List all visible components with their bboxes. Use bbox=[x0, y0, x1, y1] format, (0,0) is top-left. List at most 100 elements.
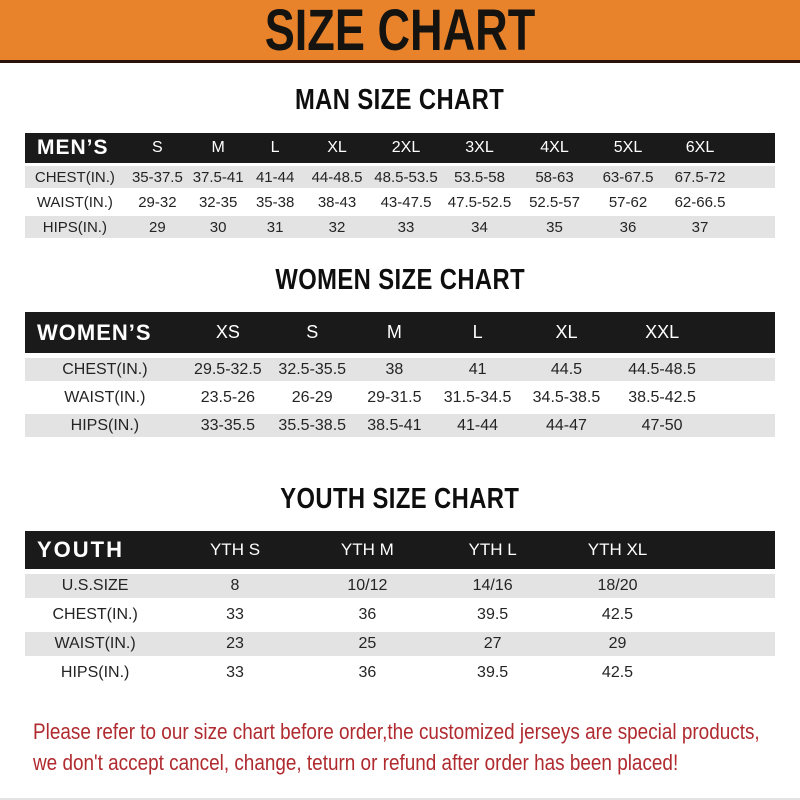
men-col-header: M bbox=[190, 133, 247, 163]
women-col-header: S bbox=[270, 312, 354, 353]
size-cell: 42.5 bbox=[555, 603, 680, 627]
women-heading-text: WOMEN SIZE CHART bbox=[275, 264, 525, 296]
men-col-header: 5XL bbox=[592, 133, 664, 163]
size-cell: 41-44 bbox=[246, 166, 304, 188]
size-cell: 34 bbox=[442, 216, 517, 238]
size-cell: 32-35 bbox=[190, 191, 247, 213]
size-cell: 33-35.5 bbox=[184, 414, 271, 437]
row-label: WAIST(IN.) bbox=[25, 632, 166, 656]
size-cell: 35-37.5 bbox=[124, 166, 190, 188]
youth-header-label: YOUTH bbox=[25, 531, 166, 569]
row-label: U.S.SIZE bbox=[25, 574, 166, 598]
women-header-label: WOMEN’S bbox=[25, 312, 185, 353]
men-col-header: L bbox=[246, 133, 304, 163]
size-cell: 33 bbox=[370, 216, 442, 238]
size-cell: 43-47.5 bbox=[370, 191, 442, 213]
men-hips-row: HIPS(IN.) 29 30 31 32 33 34 35 36 37 bbox=[25, 216, 775, 238]
size-cell: 36 bbox=[304, 661, 430, 685]
size-cell: 29 bbox=[124, 216, 190, 238]
footer-line-1: Please refer to our size chart before or… bbox=[33, 719, 760, 744]
size-cell: 53.5-58 bbox=[442, 166, 517, 188]
youth-col-header: YTH XL bbox=[555, 531, 680, 569]
size-cell: 47.5-52.5 bbox=[442, 191, 517, 213]
row-label: CHEST(IN.) bbox=[25, 603, 166, 627]
women-size-table: WOMEN’S XS S M L XL XXL CHEST(IN.) 29.5-… bbox=[25, 307, 775, 442]
men-col-header: 3XL bbox=[442, 133, 517, 163]
men-waist-row: WAIST(IN.) 29-32 32-35 35-38 38-43 43-47… bbox=[25, 191, 775, 213]
youth-col-header: YTH L bbox=[430, 531, 556, 569]
size-cell: 52.5-57 bbox=[517, 191, 592, 213]
size-cell: 62-66.5 bbox=[664, 191, 736, 213]
size-cell: 38.5-42.5 bbox=[612, 386, 712, 409]
size-cell: 25 bbox=[304, 632, 430, 656]
women-hips-row: HIPS(IN.) 33-35.5 35.5-38.5 38.5-41 41-4… bbox=[25, 414, 775, 437]
size-cell: 35-38 bbox=[246, 191, 304, 213]
size-cell: 18/20 bbox=[555, 574, 680, 598]
men-col-header: XL bbox=[304, 133, 370, 163]
men-col-header: 2XL bbox=[370, 133, 442, 163]
size-cell: 14/16 bbox=[430, 574, 556, 598]
size-cell: 39.5 bbox=[430, 661, 556, 685]
women-col-header: L bbox=[435, 312, 520, 353]
size-cell: 32.5-35.5 bbox=[270, 358, 354, 381]
row-label: WAIST(IN.) bbox=[25, 386, 185, 409]
women-col-header: M bbox=[353, 312, 436, 353]
youth-section-heading: YOUTH SIZE CHART bbox=[0, 484, 800, 514]
men-heading-text: MAN SIZE CHART bbox=[295, 84, 505, 116]
women-col-header: XXL bbox=[612, 312, 712, 353]
size-cell: 29-31.5 bbox=[353, 386, 436, 409]
size-cell: 26-29 bbox=[270, 386, 354, 409]
size-cell: 31 bbox=[246, 216, 304, 238]
size-cell: 44-47 bbox=[519, 414, 613, 437]
row-label: HIPS(IN.) bbox=[25, 414, 185, 437]
size-cell: 34.5-38.5 bbox=[519, 386, 613, 409]
row-label: CHEST(IN.) bbox=[25, 166, 125, 188]
men-col-header: 6XL bbox=[664, 133, 736, 163]
row-label: HIPS(IN.) bbox=[25, 661, 166, 685]
size-cell: 39.5 bbox=[430, 603, 556, 627]
size-cell: 10/12 bbox=[304, 574, 430, 598]
men-section-heading: MAN SIZE CHART bbox=[0, 85, 800, 115]
size-cell: 57-62 bbox=[592, 191, 664, 213]
size-cell: 63-67.5 bbox=[592, 166, 664, 188]
youth-hips-row: HIPS(IN.) 33 36 39.5 42.5 bbox=[25, 661, 775, 685]
footer-line-2: we don't accept cancel, change, teturn o… bbox=[33, 750, 679, 775]
youth-header-spacer bbox=[679, 531, 775, 569]
size-cell: 41 bbox=[435, 358, 520, 381]
men-chest-row: CHEST(IN.) 35-37.5 37.5-41 41-44 44-48.5… bbox=[25, 166, 775, 188]
size-cell: 29-32 bbox=[124, 191, 190, 213]
youth-size-table: YOUTH YTH S YTH M YTH L YTH XL U.S.SIZE … bbox=[25, 526, 775, 690]
size-cell: 38 bbox=[353, 358, 436, 381]
women-chest-row: CHEST(IN.) 29.5-32.5 32.5-35.5 38 41 44.… bbox=[25, 358, 775, 381]
footer-notice: Please refer to our size chart before or… bbox=[0, 716, 800, 778]
size-cell: 41-44 bbox=[435, 414, 520, 437]
youth-col-header: YTH M bbox=[304, 531, 430, 569]
size-cell: 31.5-34.5 bbox=[435, 386, 520, 409]
size-cell: 44.5-48.5 bbox=[612, 358, 712, 381]
youth-chest-row: CHEST(IN.) 33 36 39.5 42.5 bbox=[25, 603, 775, 627]
size-cell: 33 bbox=[165, 603, 305, 627]
size-cell: 67.5-72 bbox=[664, 166, 736, 188]
women-header-row: WOMEN’S XS S M L XL XXL bbox=[25, 312, 775, 353]
men-col-header: 4XL bbox=[517, 133, 592, 163]
size-cell: 23.5-26 bbox=[184, 386, 271, 409]
row-label: HIPS(IN.) bbox=[25, 216, 125, 238]
size-cell: 29.5-32.5 bbox=[184, 358, 271, 381]
banner: SIZE CHART bbox=[0, 0, 800, 63]
youth-waist-row: WAIST(IN.) 23 25 27 29 bbox=[25, 632, 775, 656]
women-col-header: XL bbox=[519, 312, 613, 353]
women-col-header: XS bbox=[184, 312, 271, 353]
size-cell: 48.5-53.5 bbox=[370, 166, 442, 188]
size-cell: 38.5-41 bbox=[353, 414, 436, 437]
size-cell: 27 bbox=[430, 632, 556, 656]
size-cell: 37 bbox=[664, 216, 736, 238]
youth-col-header: YTH S bbox=[165, 531, 305, 569]
size-cell: 42.5 bbox=[555, 661, 680, 685]
row-label: WAIST(IN.) bbox=[25, 191, 125, 213]
size-cell: 32 bbox=[304, 216, 370, 238]
men-header-spacer bbox=[736, 133, 775, 163]
men-header-label: MEN’S bbox=[25, 133, 125, 163]
size-cell: 38-43 bbox=[304, 191, 370, 213]
size-cell: 44-48.5 bbox=[304, 166, 370, 188]
